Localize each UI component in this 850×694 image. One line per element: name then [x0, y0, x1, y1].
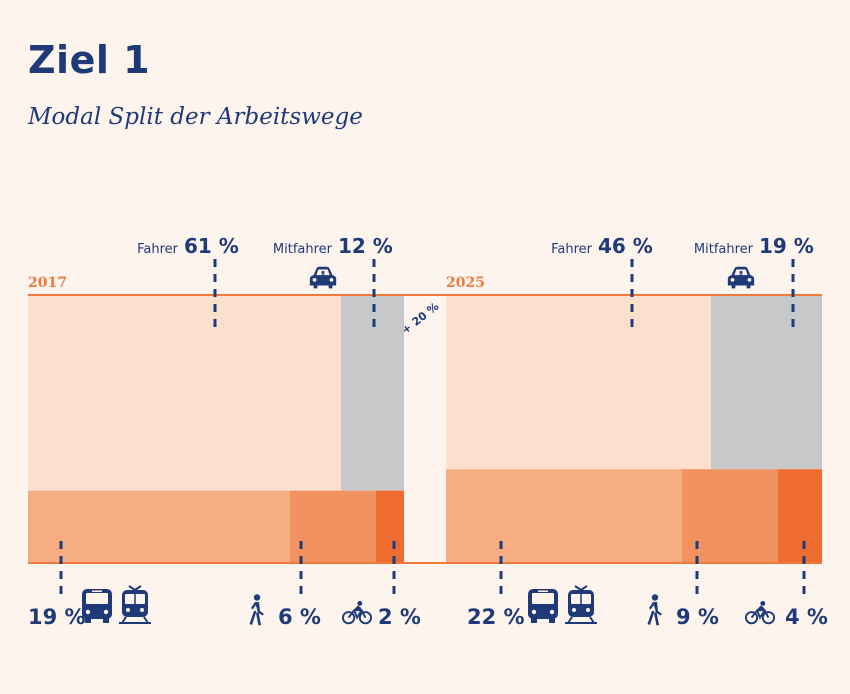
value-rad-2025: 4 % [785, 605, 828, 629]
mitfahrer-value-2017: 12 % [338, 234, 393, 258]
bus-icon [528, 589, 558, 623]
value-oepnv-2017: 19 % [28, 605, 86, 629]
chart-subtitle: Modal Split der Arbeitswege [28, 104, 363, 130]
bar-fahrer-2017 [28, 295, 341, 491]
year-label-2017: 2017 [28, 275, 67, 291]
tram-icon [118, 585, 152, 624]
bicycle-icon [745, 600, 775, 625]
value-fuss-2025: 9 % [676, 605, 719, 629]
bus-icon [82, 589, 112, 623]
fahrer-name-2017: Fahrer [137, 242, 179, 257]
value-fuss-2017: 6 % [278, 605, 321, 629]
value-rad-2017: 2 % [378, 605, 421, 629]
change-label: + 20 % [399, 300, 441, 337]
car-icon [727, 266, 755, 289]
bar-rad-2025 [778, 469, 822, 563]
bar-oepnv-2017 [28, 490, 290, 563]
car-icon [309, 266, 337, 289]
bar-oepnv-2025 [446, 469, 682, 563]
pedestrian-icon [249, 594, 264, 626]
bar-fahrer-2025 [446, 295, 711, 470]
mitfahrer-name-2017: Mitfahrer [273, 242, 333, 257]
value-oepnv-2025: 22 % [467, 605, 525, 629]
fahrer-value-2025: 46 % [598, 234, 653, 258]
mitfahrer-name-2025: Mitfahrer [694, 242, 754, 257]
mitfahrer-value-2025: 19 % [759, 234, 814, 258]
fahrer-name-2025: Fahrer [551, 242, 593, 257]
bicycle-icon [342, 600, 372, 625]
pedestrian-icon [647, 594, 662, 626]
year-label-2025: 2025 [446, 275, 485, 291]
chart-title: Ziel 1 [28, 38, 151, 82]
tram-icon [564, 585, 598, 624]
fahrer-value-2017: 61 % [184, 234, 239, 258]
bar-fuss-2017 [290, 490, 376, 563]
bar-mitfahrer-2025 [711, 295, 822, 470]
bar-mitfahrer-2017 [341, 295, 404, 491]
bar-rad-2017 [376, 490, 404, 563]
